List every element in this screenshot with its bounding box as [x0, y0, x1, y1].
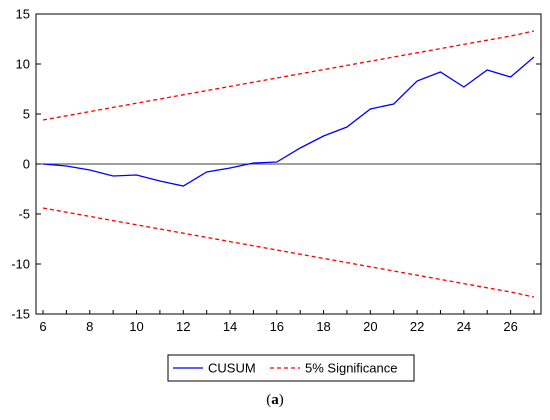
x-tick-label: 22 — [410, 319, 424, 334]
y-tick-label: 0 — [23, 157, 30, 172]
series-group — [42, 30, 535, 298]
x-tick-label: 6 — [39, 319, 46, 334]
y-tick-label: -15 — [11, 307, 30, 322]
lower-significance-line — [42, 207, 535, 298]
legend: CUSUM 5% Significance — [167, 354, 415, 382]
x-tick-label: 16 — [270, 319, 284, 334]
y-tick-label: 5 — [23, 107, 30, 122]
caption-open: ( — [266, 392, 272, 408]
x-tick-label: 26 — [503, 319, 517, 334]
y-tick-label: -10 — [11, 257, 30, 272]
caption-close: ) — [278, 392, 284, 408]
x-tick-label: 14 — [223, 319, 237, 334]
legend-label-significance: 5% Significance — [305, 361, 398, 376]
x-tick-label: 12 — [176, 319, 190, 334]
x-tick-label: 20 — [363, 319, 377, 334]
x-tick-label: 8 — [86, 319, 93, 334]
x-tick-label: 24 — [457, 319, 471, 334]
legend-label-cusum: CUSUM — [208, 361, 256, 376]
y-tick-label: 10 — [16, 57, 30, 72]
y-tick-label: -5 — [18, 207, 30, 222]
x-tick-label: 10 — [129, 319, 143, 334]
x-axis: 6 8 10 12 14 16 18 20 22 24 26 — [39, 310, 535, 334]
caption-letter: a — [271, 392, 279, 408]
y-tick-label: 15 — [16, 7, 30, 22]
figure-caption: (a) — [0, 392, 550, 409]
y-axis: 15 10 5 0 -5 -10 -15 — [11, 7, 541, 322]
x-tick-label: 18 — [316, 319, 330, 334]
cusum-line — [42, 56, 535, 187]
upper-significance-line — [42, 30, 535, 121]
